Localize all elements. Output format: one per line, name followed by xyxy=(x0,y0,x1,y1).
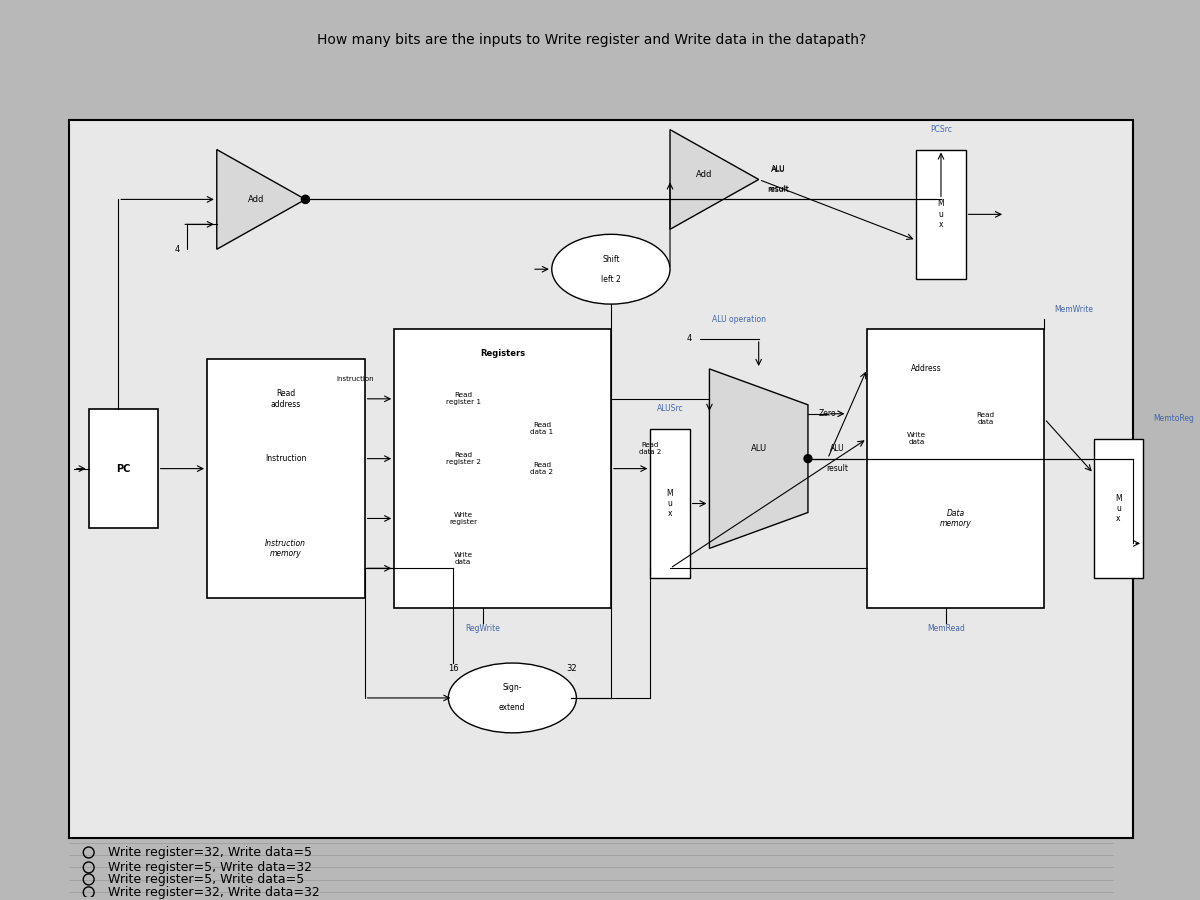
Text: Instruction
memory: Instruction memory xyxy=(265,539,306,558)
Text: ALU: ALU xyxy=(772,165,786,174)
Text: 4: 4 xyxy=(688,335,692,344)
Text: Write
data: Write data xyxy=(907,432,926,446)
Text: ALU: ALU xyxy=(772,166,785,173)
Bar xyxy=(68,120,1133,838)
Text: Read
data 1: Read data 1 xyxy=(530,422,553,436)
Text: Read
data 2: Read data 2 xyxy=(530,462,553,475)
Text: Write register=5, Write data=5: Write register=5, Write data=5 xyxy=(108,873,305,886)
Bar xyxy=(394,329,611,608)
Ellipse shape xyxy=(449,663,576,733)
Text: PCSrc: PCSrc xyxy=(930,125,952,134)
Circle shape xyxy=(804,454,812,463)
Text: result: result xyxy=(767,184,790,194)
Text: Add: Add xyxy=(248,195,264,204)
Text: Read
data 2: Read data 2 xyxy=(640,442,661,455)
Text: ALU: ALU xyxy=(830,445,845,454)
Circle shape xyxy=(301,195,310,203)
Text: Add: Add xyxy=(696,170,713,179)
Bar xyxy=(917,149,966,279)
Text: result: result xyxy=(827,464,848,473)
Text: Write register=32, Write data=32: Write register=32, Write data=32 xyxy=(108,886,320,899)
Text: Instruction: Instruction xyxy=(265,454,306,464)
Text: M
u
x: M u x xyxy=(667,489,673,518)
Text: left 2: left 2 xyxy=(601,274,620,284)
Text: PC: PC xyxy=(116,464,131,473)
Bar xyxy=(868,329,1044,608)
Text: ALU operation: ALU operation xyxy=(712,315,766,324)
Text: ALUSrc: ALUSrc xyxy=(656,404,683,413)
Circle shape xyxy=(301,195,310,203)
Text: Registers: Registers xyxy=(480,349,526,358)
Text: RegWrite: RegWrite xyxy=(466,624,500,633)
Text: result: result xyxy=(768,186,788,193)
Text: Write
data: Write data xyxy=(454,552,473,565)
Text: Data
memory: Data memory xyxy=(940,508,972,528)
Text: Read
register 1: Read register 1 xyxy=(445,392,480,405)
Text: Read
register 2: Read register 2 xyxy=(445,452,480,465)
Text: MemWrite: MemWrite xyxy=(1055,304,1093,313)
Text: Zero: Zero xyxy=(818,410,836,418)
Text: Write register=5, Write data=32: Write register=5, Write data=32 xyxy=(108,861,312,874)
Text: How many bits are the inputs to Write register and Write data in the datapath?: How many bits are the inputs to Write re… xyxy=(317,33,866,47)
Text: ALU: ALU xyxy=(751,445,767,454)
Bar xyxy=(1093,438,1142,579)
Polygon shape xyxy=(217,149,306,249)
Text: Instruction: Instruction xyxy=(336,376,373,382)
Text: Write register=32, Write data=5: Write register=32, Write data=5 xyxy=(108,846,312,859)
Text: Shift: Shift xyxy=(602,255,619,264)
Polygon shape xyxy=(709,369,808,548)
Text: extend: extend xyxy=(499,704,526,713)
Bar xyxy=(206,359,365,598)
Bar xyxy=(650,428,690,579)
Text: Write
register: Write register xyxy=(449,512,478,525)
Text: MemRead: MemRead xyxy=(926,624,965,633)
Text: MemtoReg: MemtoReg xyxy=(1153,414,1194,423)
Text: Read
address: Read address xyxy=(271,389,301,409)
Ellipse shape xyxy=(552,234,670,304)
Bar xyxy=(89,409,157,528)
Text: M
u
x: M u x xyxy=(1115,493,1122,524)
Text: 4: 4 xyxy=(175,245,180,254)
Text: M
u
x: M u x xyxy=(937,200,944,230)
Text: Address: Address xyxy=(911,364,942,373)
Text: Read
data: Read data xyxy=(977,412,995,426)
Text: 32: 32 xyxy=(566,663,577,672)
Text: Sign-: Sign- xyxy=(503,683,522,692)
Text: 16: 16 xyxy=(448,663,458,672)
Polygon shape xyxy=(670,130,758,230)
